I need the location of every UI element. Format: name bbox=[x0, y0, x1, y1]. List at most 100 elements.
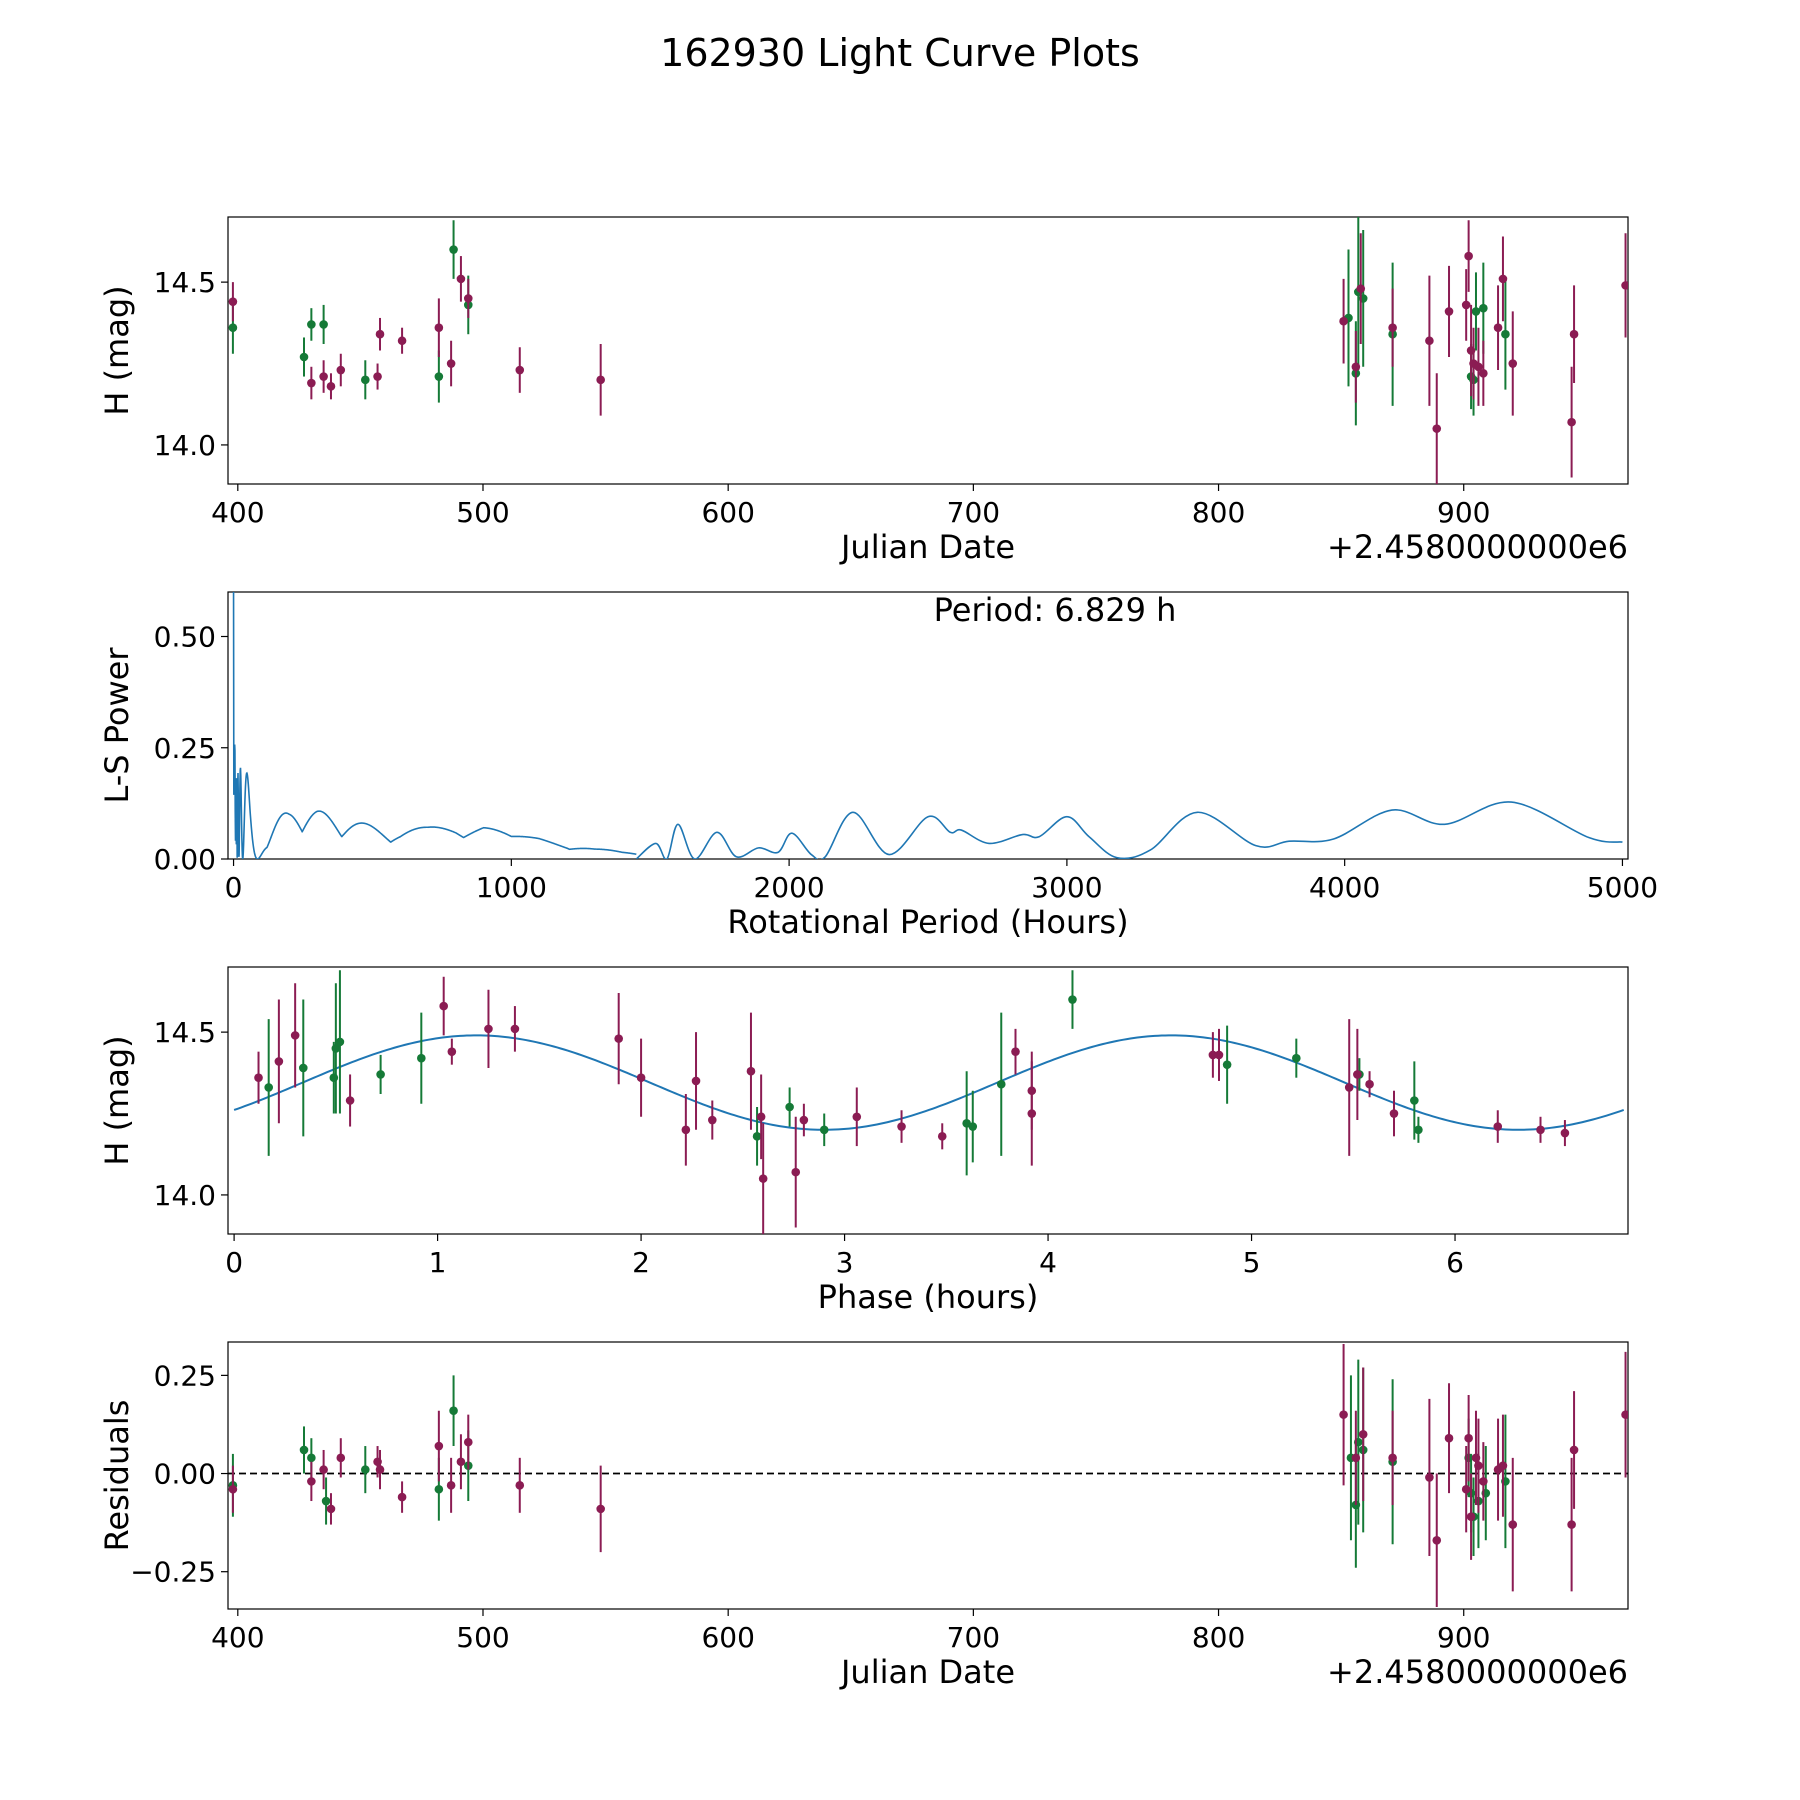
y-axis-label: L-S Power bbox=[98, 647, 136, 804]
purple-data-point bbox=[1027, 1086, 1037, 1096]
data-layer bbox=[254, 970, 1570, 1234]
y-tick-label: 14.5 bbox=[154, 1016, 216, 1049]
y-tick-label: 14.0 bbox=[154, 1179, 216, 1212]
purple-data-point bbox=[484, 1024, 493, 1034]
purple-data-point bbox=[463, 294, 473, 303]
x-tick-label: 700 bbox=[947, 1621, 1000, 1654]
green-data-point bbox=[307, 1453, 316, 1463]
purple-data-point bbox=[456, 274, 466, 284]
purple-data-point bbox=[1339, 316, 1348, 326]
figure-title: 162930 Light Curve Plots bbox=[660, 31, 1140, 75]
purple-data-point bbox=[1498, 274, 1508, 284]
x-tick-label: 0 bbox=[225, 1246, 243, 1279]
purple-data-point bbox=[852, 1112, 862, 1122]
purple-data-point bbox=[1214, 1050, 1224, 1060]
data-layer bbox=[228, 217, 1628, 484]
purple-data-point bbox=[397, 336, 407, 346]
x-tick-label: 2000 bbox=[753, 871, 824, 904]
green-data-point bbox=[819, 1125, 829, 1135]
purple-data-point bbox=[1479, 368, 1488, 378]
purple-data-point bbox=[446, 359, 456, 368]
purple-data-point bbox=[1208, 1050, 1218, 1060]
green-data-point bbox=[1471, 307, 1481, 316]
purple-data-point bbox=[1432, 1535, 1442, 1545]
x-tick-label: 600 bbox=[701, 1621, 754, 1654]
green-data-point bbox=[361, 375, 370, 385]
purple-data-point bbox=[434, 1441, 444, 1451]
purple-data-point bbox=[326, 382, 336, 391]
purple-data-point bbox=[1388, 1453, 1397, 1463]
purple-data-point bbox=[614, 1034, 623, 1043]
purple-data-point bbox=[1444, 1433, 1454, 1443]
y-tick-label: 14.0 bbox=[154, 429, 216, 462]
purple-data-point bbox=[596, 1504, 605, 1514]
x-tick-label: 500 bbox=[456, 496, 509, 529]
green-data-point bbox=[449, 1406, 458, 1416]
purple-data-point bbox=[636, 1073, 646, 1083]
green-data-point bbox=[331, 1044, 341, 1053]
purple-data-point bbox=[1425, 336, 1434, 346]
purple-data-point bbox=[1466, 1512, 1476, 1522]
purple-data-point bbox=[1567, 417, 1576, 427]
purple-data-point bbox=[1356, 284, 1366, 293]
purple-data-point bbox=[254, 1073, 263, 1083]
purple-data-point bbox=[446, 1481, 456, 1490]
purple-data-point bbox=[1493, 323, 1503, 333]
green-data-point bbox=[434, 372, 444, 381]
purple-data-point bbox=[319, 1465, 328, 1474]
purple-data-point bbox=[1358, 1429, 1368, 1439]
purple-data-point bbox=[1344, 1083, 1354, 1092]
green-data-point bbox=[434, 1484, 444, 1494]
x-tick-label: 1000 bbox=[476, 871, 547, 904]
x-tick-label: 2 bbox=[632, 1246, 650, 1279]
purple-data-point bbox=[799, 1115, 809, 1125]
purple-data-point bbox=[708, 1115, 717, 1125]
periodogram-layer bbox=[232, 592, 1623, 859]
purple-data-point bbox=[937, 1132, 947, 1141]
purple-data-point bbox=[1474, 1461, 1483, 1470]
purple-data-point bbox=[681, 1125, 691, 1135]
residuals-panel: 400 500 600 700 800 900 −0.25 0.00 0.25 Julian Da… bbox=[98, 1341, 1629, 1691]
green-data-point bbox=[321, 1496, 331, 1506]
purple-data-point bbox=[1498, 1461, 1508, 1470]
purple-data-point bbox=[290, 1031, 300, 1040]
purple-data-point bbox=[1536, 1125, 1545, 1135]
purple-data-point bbox=[228, 297, 238, 306]
periodogram-smooth-line bbox=[635, 801, 1623, 859]
x-tick-label: 400 bbox=[211, 1621, 264, 1654]
x-tick-label: 400 bbox=[211, 496, 264, 529]
green-data-point bbox=[335, 1037, 345, 1047]
purple-data-point bbox=[463, 1437, 473, 1447]
green-data-point bbox=[1501, 329, 1510, 339]
x-axis-label: Julian Date bbox=[839, 1653, 1015, 1691]
purple-data-point bbox=[1479, 1477, 1488, 1486]
purple-data-point bbox=[375, 329, 385, 339]
purple-data-point bbox=[1464, 1433, 1473, 1443]
green-data-point bbox=[319, 320, 328, 329]
y-tick-label: 0.25 bbox=[154, 1359, 216, 1392]
x-tick-label: 3000 bbox=[1031, 871, 1102, 904]
purple-data-point bbox=[1461, 300, 1471, 310]
purple-data-point bbox=[307, 378, 316, 388]
x-offset-label: +2.4580000000e6 bbox=[1327, 1653, 1628, 1691]
purple-data-point bbox=[1508, 1520, 1518, 1529]
purple-data-point bbox=[447, 1047, 457, 1056]
purple-data-point bbox=[1388, 323, 1397, 333]
y-tick-label: −0.25 bbox=[130, 1556, 216, 1589]
purple-data-point bbox=[1567, 1520, 1576, 1529]
purple-data-point bbox=[758, 1174, 768, 1183]
purple-data-point bbox=[1474, 362, 1483, 372]
plot-frame bbox=[227, 216, 1629, 485]
x-tick-label: 900 bbox=[1437, 496, 1490, 529]
green-data-point bbox=[752, 1132, 762, 1141]
y-tick-label: 0.00 bbox=[154, 1458, 216, 1491]
green-data-point bbox=[1479, 303, 1488, 313]
purple-data-point bbox=[336, 365, 346, 375]
x-tick-label: 500 bbox=[456, 1621, 509, 1654]
purple-data-point bbox=[1351, 1453, 1361, 1463]
model-layer bbox=[233, 1034, 1625, 1131]
x-tick-label: 700 bbox=[947, 496, 1000, 529]
purple-data-point bbox=[596, 375, 605, 385]
